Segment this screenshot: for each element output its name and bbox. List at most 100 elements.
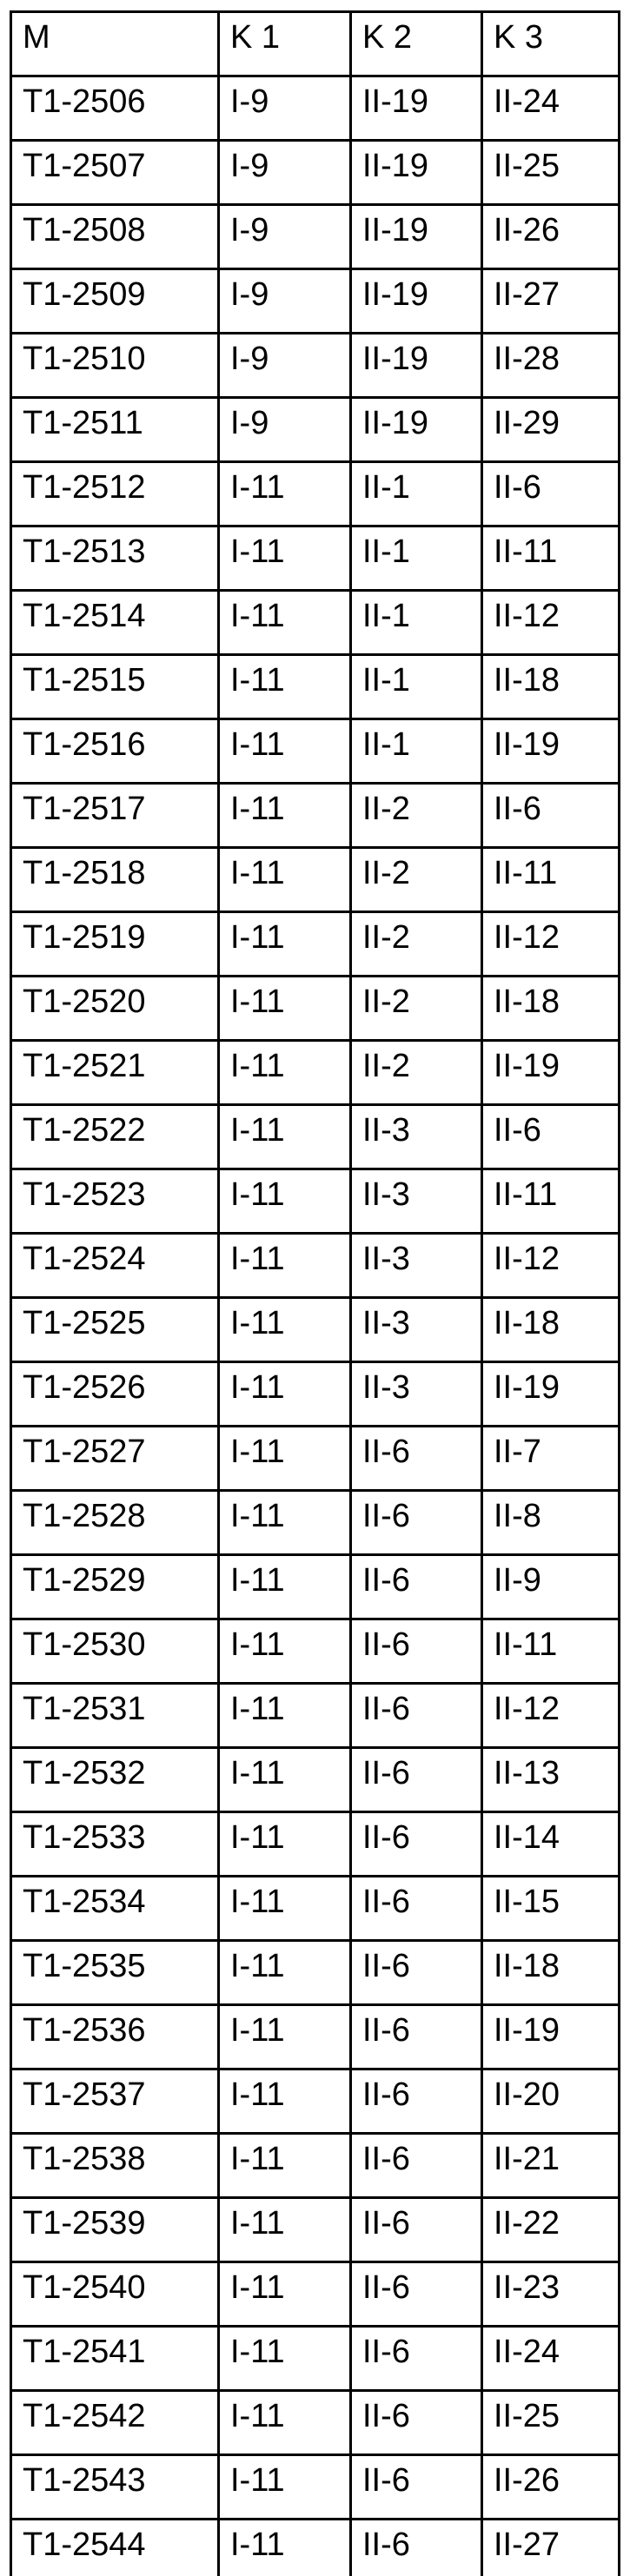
cell-k3: II-20 — [482, 2069, 620, 2134]
table-row: T1-2538I-11II-6II-21 — [11, 2134, 620, 2198]
cell-k3: II-26 — [482, 2455, 620, 2520]
document-page: M K 1 K 2 K 3 T1-2506I-9II-19II-24T1-250… — [0, 0, 630, 2576]
cell-k2: II-2 — [351, 977, 482, 1041]
cell-k3: II-24 — [482, 76, 620, 141]
cell-k1: I-11 — [219, 1491, 351, 1555]
cell-k1: I-11 — [219, 1555, 351, 1619]
cell-k3: II-18 — [482, 655, 620, 719]
cell-k2: II-6 — [351, 2262, 482, 2327]
cell-k2: II-6 — [351, 1555, 482, 1619]
cell-k1: I-11 — [219, 1427, 351, 1491]
cell-m: T1-2531 — [11, 1684, 219, 1748]
table-row: T1-2507I-9II-19II-25 — [11, 141, 620, 205]
cell-m: T1-2539 — [11, 2198, 219, 2262]
cell-k3: II-6 — [482, 1105, 620, 1169]
table-row: T1-2542I-11II-6II-25 — [11, 2391, 620, 2455]
cell-k2: II-6 — [351, 1941, 482, 2005]
cell-m: T1-2518 — [11, 848, 219, 912]
cell-k3: II-18 — [482, 1941, 620, 2005]
table-row: T1-2515I-11II-1II-18 — [11, 655, 620, 719]
cell-m: T1-2535 — [11, 1941, 219, 2005]
cell-k2: II-6 — [351, 1684, 482, 1748]
cell-k3: II-7 — [482, 1427, 620, 1491]
table-row: T1-2536I-11II-6II-19 — [11, 2005, 620, 2069]
cell-k3: II-23 — [482, 2262, 620, 2327]
cell-m: T1-2538 — [11, 2134, 219, 2198]
cell-k1: I-9 — [219, 334, 351, 398]
cell-m: T1-2511 — [11, 398, 219, 462]
cell-k1: I-9 — [219, 398, 351, 462]
cell-m: T1-2517 — [11, 784, 219, 848]
cell-k3: II-12 — [482, 591, 620, 655]
cell-k3: II-27 — [482, 2520, 620, 2576]
cell-k3: II-11 — [482, 526, 620, 591]
cell-k2: II-1 — [351, 526, 482, 591]
cell-m: T1-2519 — [11, 912, 219, 977]
cell-m: T1-2541 — [11, 2327, 219, 2391]
cell-m: T1-2533 — [11, 1812, 219, 1877]
table-row: T1-2517I-11II-2II-6 — [11, 784, 620, 848]
cell-k2: II-1 — [351, 591, 482, 655]
cell-k2: II-2 — [351, 1041, 482, 1105]
table-row: T1-2531I-11II-6II-12 — [11, 1684, 620, 1748]
cell-k1: I-11 — [219, 1748, 351, 1812]
table-row: T1-2509I-9II-19II-27 — [11, 269, 620, 334]
cell-k1: I-11 — [219, 655, 351, 719]
cell-k3: II-11 — [482, 1169, 620, 1234]
cell-k1: I-11 — [219, 2069, 351, 2134]
cell-k1: I-9 — [219, 141, 351, 205]
cell-k1: I-11 — [219, 2134, 351, 2198]
cell-k3: II-29 — [482, 398, 620, 462]
cell-k2: II-3 — [351, 1105, 482, 1169]
cell-k2: II-6 — [351, 2069, 482, 2134]
table-row: T1-2512I-11II-1II-6 — [11, 462, 620, 526]
cell-m: T1-2520 — [11, 977, 219, 1041]
table-row: T1-2516I-11II-1II-19 — [11, 719, 620, 784]
cell-m: T1-2525 — [11, 1298, 219, 1362]
cell-k1: I-11 — [219, 1941, 351, 2005]
table-body: T1-2506I-9II-19II-24T1-2507I-9II-19II-25… — [11, 76, 620, 2576]
cell-k2: II-3 — [351, 1298, 482, 1362]
cell-m: T1-2536 — [11, 2005, 219, 2069]
cell-k2: II-1 — [351, 719, 482, 784]
cell-k3: II-14 — [482, 1812, 620, 1877]
cell-k2: II-6 — [351, 1812, 482, 1877]
table-row: T1-2529I-11II-6II-9 — [11, 1555, 620, 1619]
table-row: T1-2532I-11II-6II-13 — [11, 1748, 620, 1812]
cell-k1: I-11 — [219, 1877, 351, 1941]
cell-m: T1-2521 — [11, 1041, 219, 1105]
table-row: T1-2539I-11II-6II-22 — [11, 2198, 620, 2262]
cell-k3: II-12 — [482, 1684, 620, 1748]
cell-k1: I-11 — [219, 1619, 351, 1684]
table-row: T1-2514I-11II-1II-12 — [11, 591, 620, 655]
cell-k1: I-11 — [219, 2262, 351, 2327]
cell-k3: II-8 — [482, 1491, 620, 1555]
table-row: T1-2537I-11II-6II-20 — [11, 2069, 620, 2134]
cell-k3: II-11 — [482, 1619, 620, 1684]
cell-k1: I-9 — [219, 205, 351, 269]
cell-k2: II-19 — [351, 141, 482, 205]
cell-k3: II-11 — [482, 848, 620, 912]
cell-m: T1-2510 — [11, 334, 219, 398]
cell-k2: II-6 — [351, 2005, 482, 2069]
table-row: T1-2530I-11II-6II-11 — [11, 1619, 620, 1684]
cell-k3: II-26 — [482, 205, 620, 269]
cell-m: T1-2516 — [11, 719, 219, 784]
column-header-k2: K 2 — [351, 12, 482, 76]
cell-k1: I-11 — [219, 1105, 351, 1169]
cell-k2: II-3 — [351, 1234, 482, 1298]
table-row: T1-2521I-11II-2II-19 — [11, 1041, 620, 1105]
cell-k2: II-6 — [351, 1877, 482, 1941]
cell-k1: I-11 — [219, 912, 351, 977]
cell-k2: II-19 — [351, 76, 482, 141]
cell-m: T1-2544 — [11, 2520, 219, 2576]
sequence-listing-table: M K 1 K 2 K 3 T1-2506I-9II-19II-24T1-250… — [10, 10, 620, 2576]
table-row: T1-2520I-11II-2II-18 — [11, 977, 620, 1041]
table-row: T1-2522I-11II-3II-6 — [11, 1105, 620, 1169]
cell-m: T1-2527 — [11, 1427, 219, 1491]
cell-k3: II-27 — [482, 269, 620, 334]
cell-k1: I-11 — [219, 977, 351, 1041]
cell-m: T1-2513 — [11, 526, 219, 591]
cell-k1: I-9 — [219, 269, 351, 334]
cell-m: T1-2522 — [11, 1105, 219, 1169]
